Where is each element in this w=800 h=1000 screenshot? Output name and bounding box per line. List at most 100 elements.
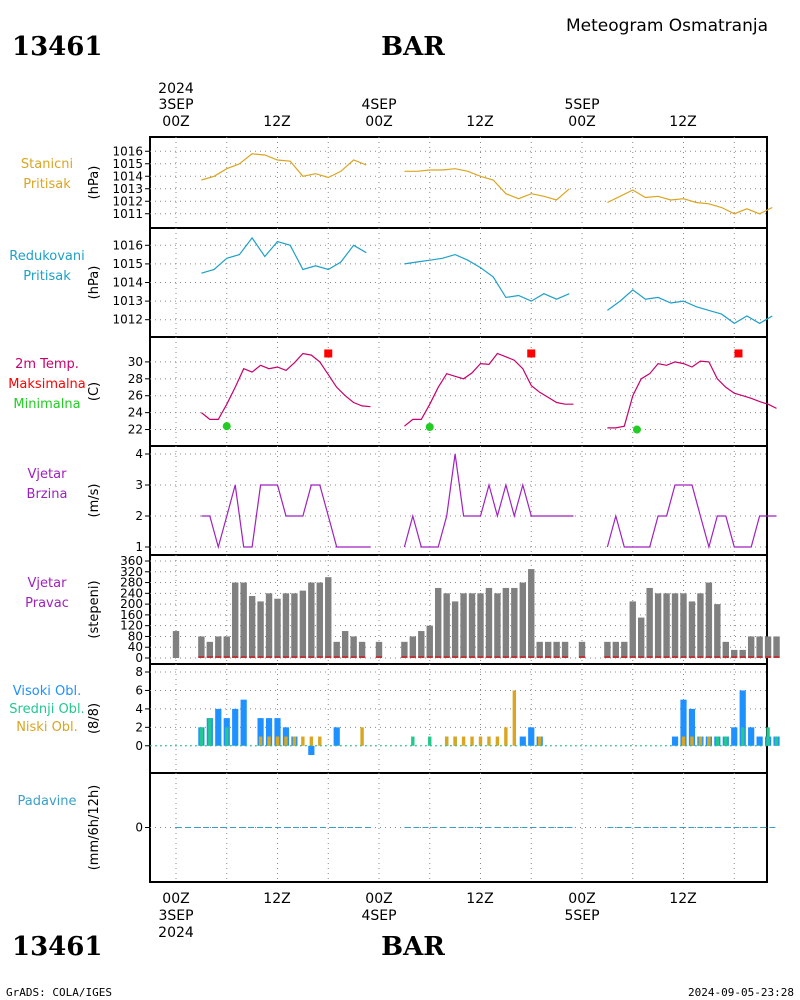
cloud-bar-low — [504, 727, 508, 746]
cloud-bar-high — [528, 727, 535, 746]
cloud-bar-low — [512, 690, 517, 746]
panel-label: Padavine — [18, 794, 77, 809]
wind-direction-bar — [663, 593, 670, 658]
bottom-hour-label: 12Z — [263, 891, 290, 907]
panel-wind_speed: 1 2 3 4 (m/s) Vjetar Brzina — [27, 445, 777, 556]
cloud-bar-low — [258, 736, 263, 746]
series-line — [201, 352, 371, 420]
panel-label: Vjetar — [28, 576, 68, 591]
wind-direction-bar — [451, 601, 459, 658]
cloud-bar-high — [671, 736, 679, 746]
y-tick-label: 1012 — [112, 313, 143, 327]
wind-direction-bar — [291, 593, 298, 658]
max-temp-marker — [734, 349, 743, 358]
bottom-day-label: 3SEP — [158, 908, 193, 924]
min-temp-marker — [632, 425, 641, 434]
series-line — [201, 153, 367, 181]
cloud-bar-low — [284, 736, 288, 746]
wind-direction-bar — [316, 582, 323, 658]
top-year: 2024 — [158, 81, 194, 97]
series-line — [606, 484, 777, 550]
cloud-bar-high — [308, 745, 315, 755]
y-tick-label: 1016 — [112, 238, 143, 252]
panel-label: Pritisak — [23, 177, 71, 192]
cloud-bar-mid — [715, 736, 720, 746]
y-axis-title: (hPa) — [87, 166, 102, 200]
y-tick-label: 2 — [135, 720, 143, 734]
wind-direction-bar — [274, 598, 281, 658]
panel-frame — [149, 136, 768, 229]
cloud-bar-mid — [208, 718, 212, 746]
panel-label: Srednji Obl. — [9, 702, 84, 717]
wind-direction-bar — [477, 593, 484, 658]
cloud-bar-low — [470, 736, 474, 746]
wind-direction-bar — [350, 636, 357, 658]
y-axis-title: (C) — [87, 382, 102, 401]
cloud-bar-high — [333, 727, 340, 746]
top-hour-label: 12Z — [466, 114, 493, 130]
wind-direction-bar — [731, 649, 738, 658]
top-hour-label: 00Z — [162, 114, 189, 130]
y-axis-title: (8/8) — [87, 703, 102, 734]
cloud-bar-high — [257, 718, 264, 746]
wind-direction-bar — [502, 587, 510, 658]
wind-direction-bar — [265, 593, 273, 658]
panel-clouds: 0 2 4 6 8 (8/8) Visoki Obl. Srednji Obl. Niski O… — [9, 663, 780, 774]
y-tick-label: 1013 — [112, 294, 143, 308]
cloud-bar-mid — [741, 727, 745, 746]
series-line — [404, 352, 574, 427]
wind-direction-bar — [629, 601, 636, 658]
min-temp-marker — [425, 423, 434, 432]
wind-direction-bar — [232, 582, 239, 658]
wind-direction-bar — [638, 617, 645, 658]
wind-direction-bar — [705, 582, 713, 658]
y-tick-label: 1014 — [112, 169, 143, 183]
wind-direction-bar — [646, 587, 653, 658]
footer-timestamp: 2024-09-05-23:28 — [688, 986, 794, 999]
top-day-label: 3SEP — [158, 97, 193, 113]
cloud-bar-low — [690, 736, 694, 746]
y-tick-label: 4 — [135, 447, 143, 461]
series-line — [607, 360, 777, 429]
wind-direction-bar — [401, 641, 408, 658]
bottom-day-label: 5SEP — [564, 908, 599, 924]
y-tick-label: 280 — [120, 576, 143, 590]
cloud-bar-high — [240, 699, 247, 746]
wind-direction-bar — [358, 641, 366, 658]
y-tick-label: 160 — [120, 608, 143, 622]
top-hour-label: 12Z — [263, 114, 290, 130]
y-tick-label: 1012 — [112, 194, 143, 208]
panel-label: Vjetar — [28, 467, 68, 482]
y-tick-label: 24 — [128, 406, 143, 420]
station-id-top: 13461 — [12, 32, 102, 62]
panel-label: 2m Temp. — [15, 357, 79, 372]
max-temp-marker — [324, 349, 333, 358]
y-tick-label: 1014 — [112, 276, 143, 290]
cloud-bar-low — [538, 736, 542, 746]
bottom-year: 2024 — [158, 925, 194, 941]
wind-direction-bar — [680, 593, 687, 658]
top-day-label: 4SEP — [361, 97, 396, 113]
wind-direction-bar — [544, 641, 552, 658]
cloud-bar-low — [495, 736, 500, 746]
y-tick-label: 3 — [135, 478, 143, 492]
wind-direction-bar — [621, 641, 628, 658]
wind-direction-bar — [409, 636, 417, 658]
series-line — [404, 253, 570, 302]
wind-direction-bar — [485, 587, 493, 658]
panel-frame — [149, 227, 768, 338]
y-tick-label: 0 — [135, 739, 143, 753]
panel-frame — [149, 336, 768, 447]
wind-direction-bar — [747, 636, 755, 658]
wind-direction-bar — [519, 582, 526, 658]
y-tick-label: 80 — [128, 629, 143, 643]
y-tick-label: 0 — [135, 651, 143, 665]
wind-direction-bar — [654, 593, 662, 658]
cloud-bar-high — [756, 736, 763, 746]
wind-direction-bar — [722, 641, 729, 658]
wind-direction-bar — [494, 593, 501, 658]
cloud-bar-high — [265, 718, 273, 746]
bottom-hour-label: 00Z — [568, 891, 595, 907]
bottom-hour-label: 00Z — [162, 891, 189, 907]
series-line — [404, 168, 570, 201]
